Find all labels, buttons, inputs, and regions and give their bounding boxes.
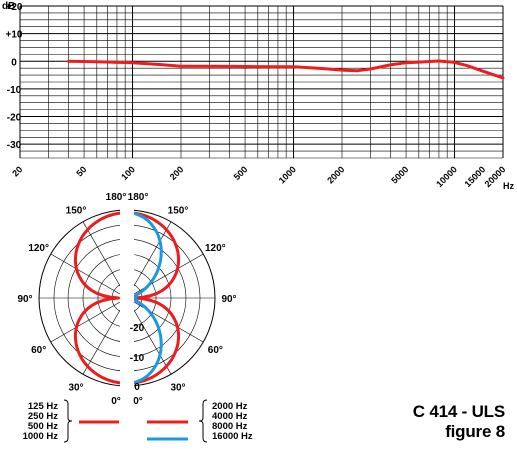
polar-angle-label: 120°	[28, 243, 49, 254]
frequency-response-chart: dB +20 +10 0 -10 -20 -30 20 50 100 200 500 1000 200…	[2, 1, 514, 191]
polar-angle-label: 30°	[68, 382, 83, 393]
legend-label: 125 Hz	[28, 401, 58, 412]
x-tick-label: 10000	[434, 164, 459, 189]
polar-angle-label: 180°	[106, 192, 127, 203]
polar-angle-label: 0°	[133, 396, 143, 407]
x-tick-label: 1000	[277, 164, 298, 185]
polar-radial-label: -10	[130, 353, 145, 364]
x-tick-label: 20	[10, 164, 24, 178]
polar-spoke	[126, 297, 172, 375]
legend-label: 8000 Hz	[212, 421, 248, 432]
polar-spoke	[50, 297, 128, 343]
polar-divider-strip	[120, 202, 134, 394]
legend-label: 4000 Hz	[212, 411, 248, 422]
x-tick-label: 100	[119, 164, 137, 182]
frequency-grid	[19, 5, 504, 159]
polar-angle-label: 90°	[221, 294, 236, 305]
x-tick-label: 500	[232, 164, 250, 182]
y-axis-unit: dB	[2, 1, 15, 12]
legend-label: 1000 Hz	[23, 431, 59, 442]
x-tick-label: 15000	[463, 164, 488, 189]
polar-curve	[126, 211, 163, 385]
figure-label: figure 8	[445, 422, 505, 441]
polar-angle-label: 180°	[128, 192, 149, 203]
legend-label: 500 Hz	[28, 421, 58, 432]
legend-label: 250 Hz	[28, 411, 58, 422]
polar-spoke	[82, 221, 128, 299]
legend-label: 2000 Hz	[212, 401, 248, 412]
polar-radial-label: -20	[130, 323, 145, 334]
polar-spoke	[126, 253, 204, 299]
y-tick-labels: +20 +10 0 -10 -20 -30	[6, 2, 23, 151]
polar-angle-label: 90°	[17, 294, 32, 305]
legend-brace	[198, 399, 208, 443]
y-tick-label: +20	[6, 2, 23, 13]
legend-brace	[63, 399, 73, 443]
polar-angle-label: 60°	[208, 345, 223, 356]
y-tick-label: -10	[7, 85, 22, 96]
polar-radial-label: 0	[134, 382, 140, 393]
x-tick-label: 5000	[389, 164, 410, 185]
polar-radial-labels: 0 -10 -20	[130, 323, 145, 393]
frequency-response-curve	[67, 59, 505, 80]
polar-angle-label: 30°	[170, 382, 185, 393]
x-tick-label: 200	[168, 164, 186, 182]
polar-spoke	[82, 297, 128, 375]
polar-angle-label: 150°	[168, 206, 189, 217]
polar-angle-labels: 0° 0° 30° 30° 60° 60° 90° 90° 120° 120° 150° 150° 18…	[17, 192, 236, 407]
polar-spoke	[50, 253, 128, 299]
legend-label: 16000 Hz	[212, 431, 253, 442]
polar-curves	[73, 211, 181, 385]
polar-angle-label: 150°	[66, 206, 87, 217]
polar-spoke	[126, 221, 172, 299]
x-tick-label: 2000	[325, 164, 346, 185]
y-tick-label: -20	[7, 113, 22, 124]
polar-angle-label: 120°	[205, 243, 226, 254]
x-tick-label: 50	[74, 164, 88, 178]
x-axis-unit: Hz	[503, 181, 514, 191]
polar-angle-label: 60°	[31, 345, 46, 356]
polar-curve	[73, 211, 128, 385]
model-name: C 414 - ULS	[412, 402, 505, 421]
polar-angle-label: 0°	[111, 396, 121, 407]
polar-pattern-chart: 0° 0° 30° 30° 60° 60° 90° 90° 120° 120° 150° 150° 18…	[17, 192, 236, 407]
y-tick-label: 0	[11, 57, 17, 68]
y-tick-label: -30	[7, 140, 22, 151]
polar-spoke	[126, 297, 204, 343]
y-tick-label: +10	[6, 30, 23, 41]
